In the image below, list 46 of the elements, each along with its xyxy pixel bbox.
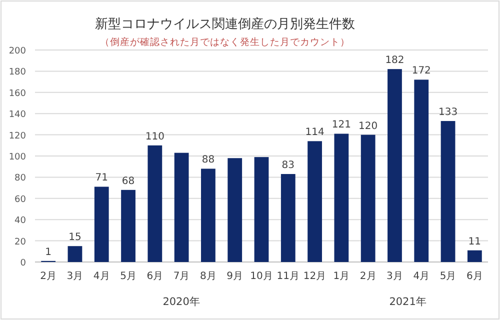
data-label: 68 bbox=[122, 176, 135, 187]
x-tick-label: 3月 bbox=[66, 271, 84, 282]
data-label: 114 bbox=[305, 127, 324, 138]
x-tick-label: 11月 bbox=[276, 271, 300, 282]
x-tick-label: 6月 bbox=[146, 271, 164, 282]
y-tick-label: 40 bbox=[14, 216, 26, 226]
data-label: 1 bbox=[45, 246, 52, 258]
data-label: 88 bbox=[202, 154, 215, 166]
data-label: 110 bbox=[145, 131, 164, 142]
x-tick-label: 6月 bbox=[466, 271, 483, 282]
y-tick-label: 160 bbox=[8, 88, 26, 99]
data-label: 71 bbox=[95, 172, 108, 184]
x-tick-label: 5月 bbox=[440, 271, 456, 282]
y-tick-label: 100 bbox=[8, 152, 26, 162]
chart-title: 新型コロナウイルス関連倒産の月別発生件数 bbox=[95, 16, 355, 32]
x-tick-label: 7月 bbox=[173, 271, 190, 282]
data-label: 172 bbox=[412, 66, 431, 77]
x-tick-label: 3月 bbox=[386, 271, 403, 282]
y-tick-label: 120 bbox=[8, 131, 26, 142]
y-tick-label: 200 bbox=[8, 46, 26, 56]
data-label: 133 bbox=[438, 107, 458, 118]
data-label: 11 bbox=[468, 236, 482, 248]
y-tick-label: 80 bbox=[14, 174, 26, 184]
x-tick-label: 9月 bbox=[226, 271, 244, 282]
data-label: 121 bbox=[332, 120, 351, 131]
data-label: 182 bbox=[385, 55, 404, 66]
x-tick-label: 4月 bbox=[93, 271, 110, 282]
x-tick-label: 2月 bbox=[360, 271, 376, 282]
x-tick-label: 2月 bbox=[40, 271, 57, 282]
data-label: 15 bbox=[68, 232, 82, 244]
text: 2021年 bbox=[389, 296, 427, 308]
x-tick-label: 4月 bbox=[413, 271, 430, 282]
x-tick-label: 12月 bbox=[303, 271, 326, 282]
x-tick-label: 1月 bbox=[333, 271, 350, 282]
y-tick-label: 140 bbox=[8, 110, 26, 120]
data-label: 83 bbox=[282, 160, 295, 172]
x-tick-label: 5月 bbox=[120, 271, 136, 282]
y-tick-label: 180 bbox=[8, 68, 26, 78]
chart-subtitle: （倒産が確認された月ではなく発生した月でカウント） bbox=[100, 36, 350, 48]
y-tick-label: 60 bbox=[14, 194, 26, 205]
data-label: 120 bbox=[358, 120, 378, 132]
x-tick-label: 8月 bbox=[200, 271, 216, 282]
text: 2020年 bbox=[162, 296, 200, 308]
y-tick-label: 20 bbox=[14, 237, 26, 248]
y-tick-label: 0 bbox=[20, 258, 26, 268]
x-tick-label: 10月 bbox=[250, 271, 273, 282]
